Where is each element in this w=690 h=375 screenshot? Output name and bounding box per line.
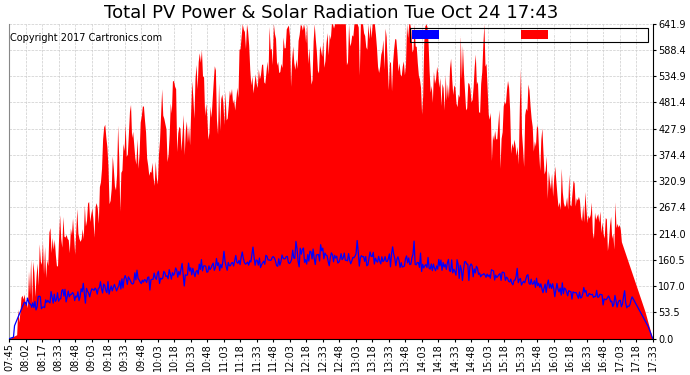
Title: Total PV Power & Solar Radiation Tue Oct 24 17:43: Total PV Power & Solar Radiation Tue Oct…	[104, 4, 558, 22]
Legend: Radiation  (W/m2), PV Panels  (DC Watts): Radiation (W/m2), PV Panels (DC Watts)	[411, 28, 648, 42]
Text: Copyright 2017 Cartronics.com: Copyright 2017 Cartronics.com	[10, 33, 162, 43]
